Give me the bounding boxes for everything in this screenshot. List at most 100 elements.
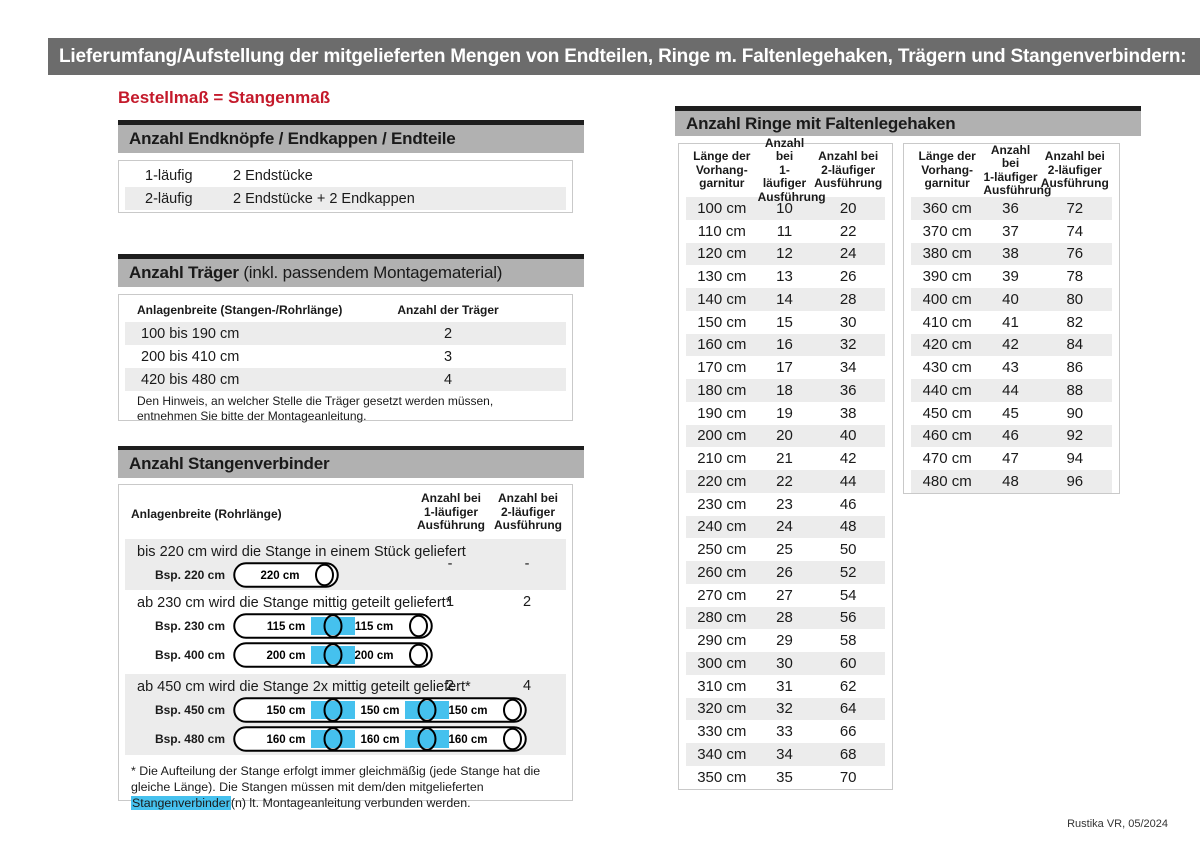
cell: 350 cm <box>697 768 747 786</box>
cell: 220 cm <box>697 472 747 490</box>
cell: 76 <box>1066 245 1084 263</box>
verbinder-col3-header: Anzahl bei 2-läufiger Ausführung <box>494 491 562 532</box>
cell: 230 cm <box>697 495 747 513</box>
column-header: Anzahl bei 2-läufiger Ausführung <box>814 149 883 191</box>
cell-anzahl-2laeufig: 4 <box>522 678 532 694</box>
cell: 30 <box>839 313 857 331</box>
table-row: 400 cm 40 80 <box>911 288 1112 311</box>
table-row: 190 cm 19 38 <box>686 402 885 425</box>
rod-holder: 115 cm 115 cm <box>233 612 433 639</box>
table-row: 330 cm 33 66 <box>686 720 885 743</box>
cell-endteile: 2 Endstücke + 2 Endkappen <box>233 190 415 207</box>
cell: 34 <box>839 359 857 377</box>
cell-anlagenbreite: 200 bis 410 cm <box>141 348 240 365</box>
cell: 120 cm <box>697 245 747 263</box>
table-row: 2-läufig 2 Endstücke + 2 Endkappen <box>125 187 566 210</box>
table-row: 200 bis 410 cm 3 <box>125 345 566 368</box>
footnote-text-after: (n) lt. Montageanleitung verbunden werde… <box>230 796 471 810</box>
cell: 140 cm <box>697 290 747 308</box>
cell: 66 <box>839 723 857 741</box>
table-row: 310 cm 31 62 <box>686 675 885 698</box>
verbinder-col1-header: Anlagenbreite (Rohrlänge) <box>131 507 282 521</box>
cell: 340 cm <box>697 745 747 763</box>
table-row: 100 cm 10 20 <box>686 197 885 220</box>
table-row: 200 cm 20 40 <box>686 424 885 448</box>
svg-text:160 cm: 160 cm <box>266 734 305 746</box>
svg-text:160 cm: 160 cm <box>360 734 399 746</box>
table-row: 270 cm 27 54 <box>686 584 885 607</box>
table-row: 240 cm 24 48 <box>686 515 885 539</box>
cell: 44 <box>1002 381 1019 399</box>
column-header: Anzahl bei 1-läufiger Ausführung <box>983 142 1052 197</box>
cell: 26 <box>839 268 857 286</box>
cell: 430 cm <box>922 359 972 377</box>
example-label: Bsp. 480 cm <box>154 731 225 746</box>
cell: 460 cm <box>922 427 972 445</box>
example-label: Bsp. 230 cm <box>154 618 225 633</box>
cell: 130 cm <box>697 268 747 286</box>
traeger-table: Anlagenbreite (Stangen-/Rohrlänge) Anzah… <box>118 294 573 423</box>
table-row: 290 cm 29 58 <box>686 629 885 652</box>
cell: 24 <box>839 245 857 263</box>
section-header-ringe-label: Anzahl Ringe mit Faltenlegehaken <box>686 114 956 133</box>
cell: 22 <box>776 472 793 490</box>
example-row: Bsp. 220 cm 220 cm <box>125 560 566 589</box>
cell: 47 <box>1002 450 1019 468</box>
rod-holder: 160 cm 160 cm 160 cm <box>233 725 527 752</box>
section-header-stangenverbinder: Anzahl Stangenverbinder <box>118 446 584 478</box>
cell: 43 <box>1002 359 1019 377</box>
cell: 20 <box>776 427 793 445</box>
cell-anzahl-1laeufig: - <box>447 556 453 572</box>
stangenverbinder-row: ab 230 cm wird die Stange mittig geteilt… <box>125 590 566 671</box>
subtitle-bestellmass: Bestellmaß = Stangenmaß <box>118 88 331 107</box>
cell: 72 <box>1066 199 1084 217</box>
cell: 110 cm <box>697 222 746 240</box>
cell: 280 cm <box>697 609 747 627</box>
cell: 37 <box>1002 222 1019 240</box>
section-header-traeger-normal: (inkl. passendem Montagematerial) <box>238 263 503 282</box>
example-row: Bsp. 480 cm 160 cm 160 cm 160 cm <box>125 724 566 753</box>
traeger-col1-header: Anlagenbreite (Stangen-/Rohrlänge) <box>137 302 343 317</box>
cell: 40 <box>1002 290 1019 308</box>
cell: 41 <box>1002 313 1019 331</box>
cell: 310 cm <box>697 677 747 695</box>
cell: 19 <box>776 404 793 422</box>
cell: 180 cm <box>697 381 747 399</box>
cell-endteile: 2 Endstücke <box>233 167 313 184</box>
cell: 480 cm <box>922 472 972 490</box>
cell: 28 <box>839 290 857 308</box>
stangenverbinder-row: ab 450 cm wird die Stange 2x mittig gete… <box>125 674 566 755</box>
table-row: 140 cm 14 28 <box>686 288 885 311</box>
cell: 10 <box>776 199 793 217</box>
table-row: 350 cm 35 70 <box>686 766 885 789</box>
traeger-table-header: Anlagenbreite (Stangen-/Rohrlänge) Anzah… <box>125 297 566 322</box>
traeger-note: Den Hinweis, an welcher Stelle die Träge… <box>137 394 494 423</box>
table-header: Länge der Vorhang- garnitur Anzahl bei 1-… <box>911 142 1112 197</box>
table-row: 210 cm 21 42 <box>686 447 885 470</box>
cell: 38 <box>1002 245 1019 263</box>
cell: 11 <box>776 222 793 240</box>
cell: 56 <box>839 609 857 627</box>
cell: 240 cm <box>697 518 747 536</box>
cell-laeufig: 1-läufig <box>145 167 193 184</box>
cell: 400 cm <box>922 290 972 308</box>
ringe-table-right: Länge der Vorhang- garnitur Anzahl bei 1-… <box>903 143 1120 494</box>
example-row: Bsp. 400 cm 200 cm 200 cm <box>125 640 566 669</box>
cell: 68 <box>839 745 857 763</box>
row-description: ab 230 cm wird die Stange mittig geteilt… <box>137 595 452 611</box>
cell: 390 cm <box>922 268 972 286</box>
cell: 16 <box>776 336 793 354</box>
cell-anlagenbreite: 420 bis 480 cm <box>141 371 240 388</box>
table-row: 170 cm 17 34 <box>686 356 885 379</box>
svg-text:160 cm: 160 cm <box>448 734 487 746</box>
cell-anlagenbreite: 100 bis 190 cm <box>141 325 240 342</box>
table-row: 340 cm 34 68 <box>686 743 885 766</box>
verbinder-col2-header: Anzahl bei 1-läufiger Ausführung <box>417 491 485 532</box>
svg-text:200 cm: 200 cm <box>266 650 305 662</box>
page-title: Lieferumfang/Aufstellung der mitgeliefer… <box>59 45 1187 67</box>
cell: 150 cm <box>697 313 747 331</box>
cell: 260 cm <box>697 563 747 581</box>
svg-text:115 cm: 115 cm <box>267 621 305 633</box>
section-header-traeger-bold: Anzahl Träger <box>129 263 239 282</box>
